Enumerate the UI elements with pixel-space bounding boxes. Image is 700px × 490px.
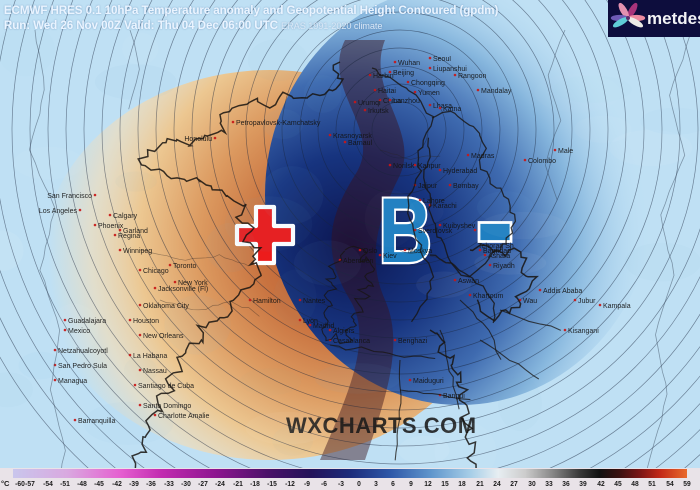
svg-text:La Habana: La Habana [133,353,167,360]
svg-text:Petropavlovsk-Kamchatsky: Petropavlovsk-Kamchatsky [236,120,321,127]
svg-text:Santiago de Cuba: Santiago de Cuba [138,383,194,390]
svg-text:New Orleans: New Orleans [143,333,184,340]
svg-text:Seoul: Seoul [433,56,451,63]
svg-text:Harbin: Harbin [373,73,394,80]
svg-text:Chicago: Chicago [143,268,169,275]
svg-text:Yumen: Yumen [418,90,440,97]
svg-text:Santo Domingo: Santo Domingo [143,403,191,410]
svg-text:Kisangani: Kisangani [568,328,599,335]
svg-text:metdesk: metdesk [647,9,700,28]
svg-text:Addis Ababa: Addis Ababa [543,288,582,295]
svg-text:Maiduguri: Maiduguri [413,378,444,385]
svg-text:Khartoum: Khartoum [473,293,504,300]
svg-text:Lyon: Lyon [303,318,318,325]
svg-text:Irkutsk: Irkutsk [368,108,389,115]
svg-text:Charlotte Amalie: Charlotte Amalie [158,413,209,420]
svg-text:Nassau: Nassau [143,368,167,375]
svg-text:Beijing: Beijing [393,70,414,77]
svg-text:Calgary: Calgary [113,213,138,220]
svg-text:Los Angeles: Los Angeles [39,208,78,215]
svg-text:Rangoon: Rangoon [458,73,487,80]
svg-text:Male: Male [558,148,573,155]
svg-text:Toronto: Toronto [173,263,196,270]
svg-text:Hamilton: Hamilton [253,298,281,305]
svg-text:Haitai: Haitai [378,88,396,95]
svg-text:Mandalay: Mandalay [481,88,512,95]
svg-text:Kampala: Kampala [603,303,631,310]
svg-text:San Francisco: San Francisco [47,193,92,200]
svg-text:Jaipur: Jaipur [418,183,438,190]
svg-text:Karachi: Karachi [433,203,457,210]
svg-text:Chongqing: Chongqing [411,80,445,87]
svg-text:Riyadh: Riyadh [493,263,515,270]
svg-text:Jacksonville (Fl): Jacksonville (Fl) [158,286,208,293]
svg-text:Mexico: Mexico [68,328,90,335]
svg-text:Norilsk: Norilsk [393,163,415,170]
svg-text:Liupanshui: Liupanshui [433,66,467,73]
svg-text:Houston: Houston [133,318,159,325]
svg-text:Wau: Wau [523,298,537,305]
svg-text:Guadalajara: Guadalajara [68,318,106,325]
svg-text:Nantes: Nantes [303,298,326,305]
svg-text:Colombo: Colombo [528,158,556,165]
svg-text:Managua: Managua [58,378,87,385]
svg-text:Barranquilla: Barranquilla [78,418,115,425]
svg-text:Hyderabad: Hyderabad [443,168,477,175]
svg-text:Urumqi: Urumqi [358,100,381,107]
svg-text:Jubur: Jubur [578,298,596,305]
svg-text:Netzahualcoyotl: Netzahualcoyotl [58,348,108,355]
svg-text:Kiev: Kiev [383,253,397,260]
svg-text:Wuhan: Wuhan [398,60,420,67]
svg-text:Lanzhou: Lanzhou [393,98,420,105]
svg-text:Honolulu: Honolulu [184,136,212,143]
svg-text:Benghazi: Benghazi [398,338,428,345]
svg-text:Kanpur: Kanpur [418,163,441,170]
svg-text:San Pedro Sula: San Pedro Sula [58,363,107,370]
svg-text:Krasnoyarsk: Krasnoyarsk [333,133,372,140]
svg-text:Regina: Regina [118,233,140,240]
svg-text:Barnaul: Barnaul [348,140,373,147]
svg-text:Kuibyshev: Kuibyshev [443,223,476,230]
svg-text:Bombay: Bombay [453,183,479,190]
